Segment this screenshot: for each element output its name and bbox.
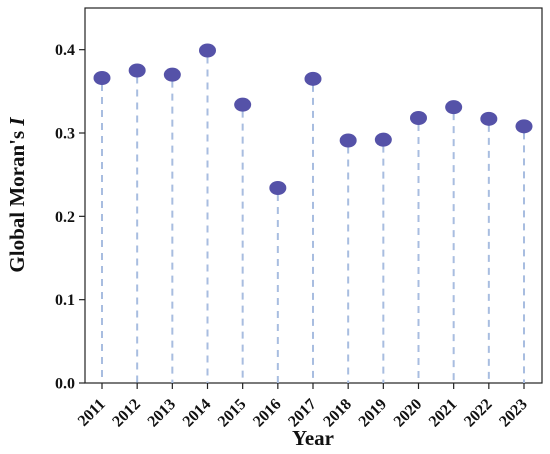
x-axis-ticks: 2011 2012 2013 2014 2015 2016 2017 2018 2019 2020… (75, 383, 531, 430)
x-tick-label: 2013 (145, 396, 180, 431)
x-tick-label: 2014 (180, 396, 215, 431)
data-point (199, 43, 216, 58)
x-tick-label: 2021 (426, 396, 461, 431)
data-point (269, 181, 287, 195)
y-axis-title-main: Global Moran's (5, 126, 29, 273)
points-layer (93, 43, 533, 195)
y-tick-label: 0.3 (55, 126, 75, 143)
data-point (515, 119, 533, 134)
x-tick-label: 2011 (75, 396, 109, 430)
data-point (128, 63, 146, 78)
data-point (304, 71, 322, 86)
x-tick-label: 2020 (391, 396, 426, 431)
x-tick-label: 2019 (356, 396, 391, 431)
data-point (234, 97, 252, 112)
x-tick-label: 2015 (215, 396, 250, 431)
y-axis-title: Global Moran's I (5, 117, 29, 273)
y-tick-label: 0.1 (55, 292, 75, 309)
data-point (480, 111, 498, 126)
data-point (445, 100, 463, 115)
y-axis-title-italic: I (5, 117, 29, 127)
y-tick-label: 0.2 (55, 209, 75, 226)
data-point (410, 111, 427, 125)
data-point (339, 133, 357, 148)
data-point (374, 132, 392, 147)
x-tick-label: 2016 (250, 396, 285, 431)
y-tick-label: 0.0 (55, 376, 75, 393)
y-tick-label: 0.4 (55, 42, 75, 59)
x-tick-label: 2022 (461, 396, 496, 431)
stems-layer (101, 56, 525, 383)
x-axis-title: Year (292, 426, 334, 450)
y-axis-ticks: 0.0 0.1 0.2 0.3 0.4 (55, 42, 85, 393)
data-point (93, 71, 111, 85)
x-tick-label: 2012 (109, 396, 144, 431)
data-point (163, 67, 181, 82)
x-tick-label: 2023 (496, 396, 531, 431)
